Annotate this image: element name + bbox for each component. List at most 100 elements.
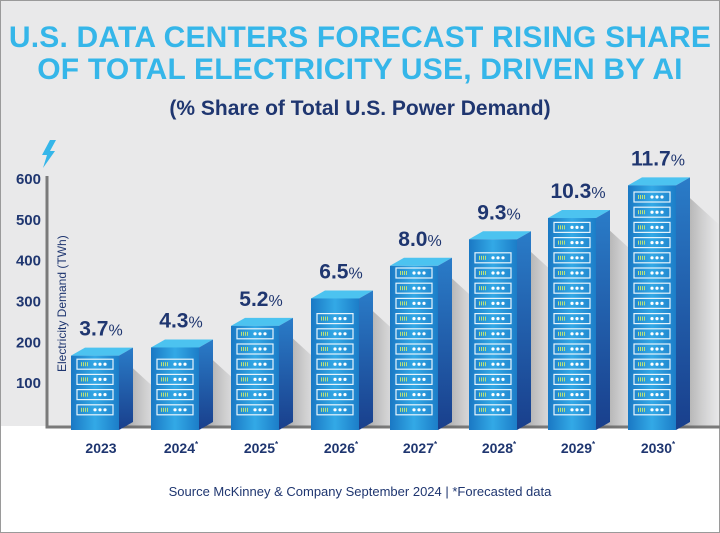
- server-led: [402, 347, 403, 351]
- server-dot: [650, 393, 654, 397]
- server-led: [564, 225, 565, 230]
- server-led: [562, 255, 563, 260]
- server-led: [245, 392, 246, 397]
- server-dot: [253, 332, 257, 336]
- server-dot: [491, 393, 495, 397]
- server-dot: [660, 286, 664, 290]
- server-dot: [338, 362, 342, 366]
- server-unit: [395, 313, 433, 325]
- server-led: [325, 407, 326, 412]
- server-led: [327, 362, 328, 367]
- server-led: [406, 347, 407, 351]
- server-unit: [395, 358, 433, 370]
- server-led: [243, 407, 244, 412]
- server-dot: [580, 347, 584, 351]
- server-dot: [173, 408, 177, 412]
- server-dot: [103, 377, 107, 381]
- server-dot: [343, 377, 347, 381]
- server-dot: [412, 362, 416, 366]
- server-dot: [417, 317, 421, 321]
- server-led: [85, 362, 86, 367]
- server-dot: [655, 377, 659, 381]
- server-led: [562, 225, 563, 230]
- server-unit: [553, 358, 591, 370]
- server-dot: [501, 301, 505, 305]
- server-led: [485, 347, 486, 351]
- server-unit: [395, 297, 433, 309]
- server-dot: [258, 332, 262, 336]
- server-led: [163, 362, 164, 367]
- server-slot: [633, 404, 671, 416]
- server-led: [642, 407, 643, 412]
- server-led: [644, 225, 645, 230]
- server-led: [558, 271, 559, 275]
- server-led: [404, 377, 405, 382]
- server-dot: [501, 362, 505, 366]
- server-dot: [183, 377, 187, 381]
- server-dot: [178, 362, 182, 366]
- server-led: [165, 407, 166, 412]
- server-slot: [553, 389, 591, 401]
- server-dot: [258, 362, 262, 366]
- server-led: [558, 255, 559, 260]
- server-dot: [575, 362, 579, 366]
- server-led: [638, 347, 639, 351]
- server-slot: [633, 206, 671, 218]
- server-led: [644, 392, 645, 397]
- bar-top: [151, 339, 213, 348]
- server-dot: [422, 301, 426, 305]
- server-dot: [655, 317, 659, 321]
- server-unit: [316, 358, 354, 370]
- server-led: [562, 240, 563, 245]
- server-dot: [501, 393, 505, 397]
- server-led: [406, 377, 407, 382]
- server-led: [325, 362, 326, 367]
- server-led: [404, 407, 405, 412]
- server-led: [485, 392, 486, 397]
- server-led: [245, 407, 246, 412]
- server-dot: [412, 332, 416, 336]
- server-slot: [633, 191, 671, 203]
- x-tick-label: 2027*: [403, 440, 438, 456]
- server-dot: [412, 286, 416, 290]
- server-slot: [553, 282, 591, 294]
- server-led: [479, 316, 480, 321]
- server-led: [564, 286, 565, 291]
- server-unit: [316, 343, 354, 355]
- server-dot: [660, 241, 664, 245]
- server-dot: [333, 377, 337, 381]
- server-dot: [650, 195, 654, 199]
- server-led: [402, 316, 403, 321]
- server-led: [241, 362, 242, 367]
- server-slot: [316, 313, 354, 325]
- server-led: [406, 362, 407, 367]
- server-led: [485, 362, 486, 367]
- bar-2030: 11.7% 2030*: [628, 147, 720, 456]
- server-dot: [333, 317, 337, 321]
- server-dot: [491, 271, 495, 275]
- server-led: [642, 286, 643, 291]
- server-dot: [491, 301, 495, 305]
- bar-2029: 10.3% 2029*: [548, 180, 640, 456]
- server-led: [402, 271, 403, 275]
- server-dot: [98, 377, 102, 381]
- server-led: [638, 271, 639, 275]
- server-dot: [570, 377, 574, 381]
- server-slot: [316, 373, 354, 385]
- server-led: [485, 301, 486, 306]
- server-dot: [103, 362, 107, 366]
- server-led: [644, 195, 645, 199]
- server-dot: [501, 332, 505, 336]
- server-led: [83, 377, 84, 382]
- server-unit: [474, 297, 512, 309]
- server-unit: [236, 358, 274, 370]
- server-led: [247, 377, 248, 382]
- server-dot: [412, 393, 416, 397]
- server-led: [321, 347, 322, 351]
- server-dot: [178, 408, 182, 412]
- server-led: [642, 347, 643, 351]
- server-dot: [655, 210, 659, 214]
- server-unit: [395, 404, 433, 416]
- bar-side: [596, 210, 610, 430]
- server-dot: [660, 195, 664, 199]
